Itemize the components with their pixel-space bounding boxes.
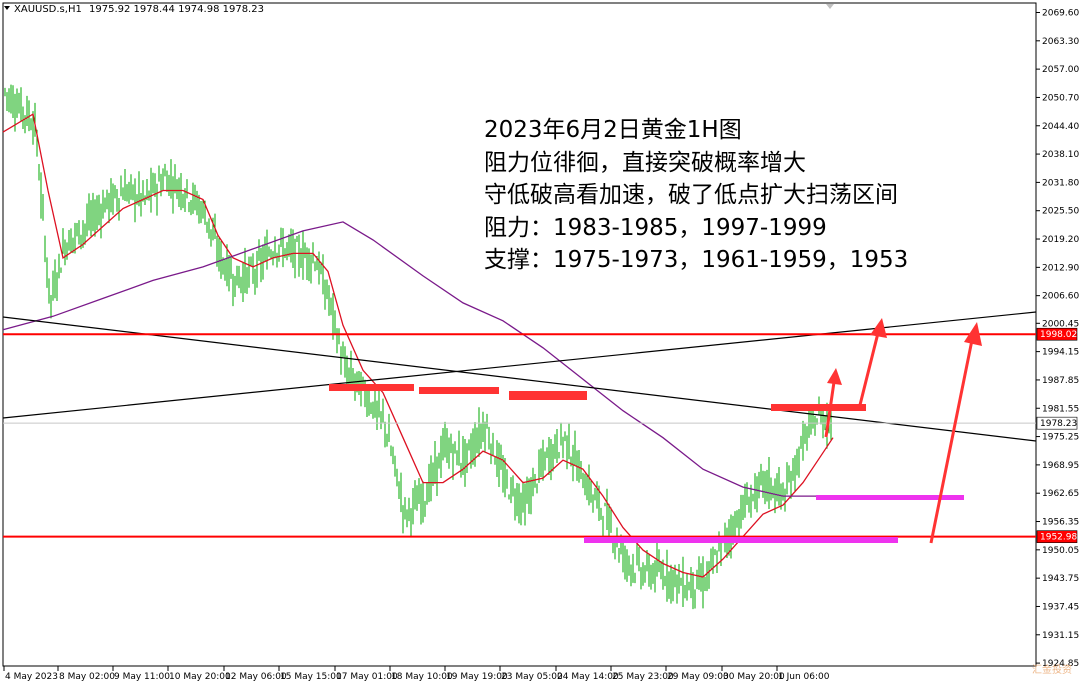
- support-bar: [816, 495, 964, 500]
- annotation-line: 2023年6月2日黄金1H图: [484, 117, 742, 143]
- arrow-up-icon: [929, 322, 982, 544]
- price-tag: 1952.98: [1036, 530, 1077, 543]
- y-tick-label: 2063.30: [1042, 37, 1079, 47]
- price-tag-label: 1952.98: [1040, 533, 1077, 543]
- x-tick-label: 8 May 02:00: [59, 672, 115, 682]
- annotation-line: 支撑：1975-1973，1961-1959，1953: [484, 247, 909, 273]
- x-tick-label: 12 May 06:00: [225, 672, 287, 682]
- price-tag: 1978.23: [1036, 416, 1078, 430]
- y-tick-label: 2050.70: [1042, 93, 1079, 103]
- x-tick-label: 4 May 2023: [5, 672, 58, 682]
- price-tag-label: 1978.23: [1040, 419, 1077, 429]
- y-tick-label: 1962.65: [1042, 489, 1079, 499]
- y-tick-label: 2019.20: [1042, 235, 1079, 245]
- chart-scroll-icon[interactable]: [4, 6, 10, 10]
- y-tick-label: 1924.85: [1042, 659, 1079, 669]
- price-tag: 1998.02: [1036, 327, 1078, 341]
- ohlc-readout: 1975.92 1978.44 1974.98 1978.23: [89, 4, 264, 15]
- y-tick-label: 1975.25: [1042, 433, 1079, 443]
- y-tick-label: 2025.50: [1042, 207, 1079, 217]
- x-tick-label: 25 May 23:00: [612, 672, 674, 682]
- symbol-label: XAUUSD.s,H1: [14, 4, 82, 15]
- y-axis: 2069.60 2063.30 2057.00 2050.70 2044.40 2038.…: [1036, 8, 1079, 669]
- y-tick-label: 1956.35: [1042, 518, 1079, 528]
- ma-fast-line: [2, 113, 834, 578]
- ascending-trendline: [2, 311, 1037, 419]
- price-tag-label: 1998.02: [1040, 330, 1077, 340]
- x-tick-label: 30 May 20:00: [723, 672, 785, 682]
- shift-marker-icon[interactable]: [826, 4, 834, 9]
- y-tick-label: 2044.40: [1042, 122, 1079, 132]
- annotation-line: 阻力位徘徊，直接突破概率增大: [484, 149, 806, 176]
- support-bar: [584, 537, 898, 543]
- x-axis: 4 May 2023 8 May 02:00 9 May 11:00 10 May 2…: [3, 666, 830, 682]
- x-tick-label: 15 May 15:00: [280, 672, 342, 682]
- y-tick-label: 1987.85: [1042, 376, 1079, 386]
- annotation-line: 阻力：1983-1985，1997-1999: [484, 214, 827, 241]
- watermark-logo: 汇金投资: [1032, 665, 1072, 676]
- arrow-up-icon: [824, 368, 842, 438]
- y-tick-label: 2038.10: [1042, 150, 1079, 160]
- y-tick-label: 2069.60: [1042, 8, 1079, 18]
- y-tick-label: 1943.75: [1042, 574, 1079, 584]
- x-tick-label: 17 May 01:00: [336, 672, 398, 682]
- price-tags: 1998.02 1978.23 1952.98: [1036, 327, 1078, 543]
- y-tick-label: 2000.45: [1042, 319, 1079, 329]
- y-tick-label: 1968.95: [1042, 461, 1079, 471]
- drawn-zones: [329, 318, 982, 544]
- resistance-bar: [329, 384, 414, 391]
- x-tick-label: 9 May 11:00: [114, 672, 170, 682]
- x-tick-label: 19 May 19:00: [446, 672, 508, 682]
- moving-averages: [2, 113, 834, 578]
- horizontal-levels: [3, 333, 1036, 538]
- resistance-bar: [771, 404, 866, 411]
- resistance-bar: [509, 391, 587, 400]
- annotation-line: 守低破高看加速，破了低点扩大扫荡区间: [484, 182, 898, 208]
- y-tick-label: 2031.80: [1042, 178, 1079, 188]
- trendlines: [2, 311, 1037, 442]
- y-tick-label: 1994.15: [1042, 348, 1079, 358]
- arrow-up-icon: [858, 318, 887, 406]
- y-tick-label: 2006.60: [1042, 292, 1079, 302]
- x-tick-label: 24 May 14:00: [557, 672, 619, 682]
- y-tick-label: 2012.90: [1042, 263, 1079, 273]
- x-tick-label: 23 May 05:00: [501, 672, 563, 682]
- y-tick-label: 1981.55: [1042, 404, 1079, 414]
- y-tick-label: 1931.15: [1042, 631, 1079, 641]
- y-tick-label: 1950.05: [1042, 546, 1079, 556]
- x-tick-label: 18 May 10:00: [391, 672, 453, 682]
- ma-slow-line: [2, 221, 818, 497]
- resistance-bar: [419, 387, 499, 394]
- chart-header: XAUUSD.s,H1 1975.92 1978.44 1974.98 1978…: [4, 4, 264, 15]
- y-tick-label: 1937.45: [1042, 602, 1079, 612]
- x-tick-label: 1 Jun 06:00: [778, 672, 830, 682]
- descending-trendline: [2, 316, 1037, 442]
- y-tick-label: 2057.00: [1042, 65, 1079, 75]
- x-tick-label: 29 May 09:00: [667, 672, 729, 682]
- x-tick-label: 10 May 20:00: [169, 672, 231, 682]
- analysis-annotation: 2023年6月2日黄金1H图 阻力位徘徊，直接突破概率增大 守低破高看加速，破了…: [484, 114, 908, 277]
